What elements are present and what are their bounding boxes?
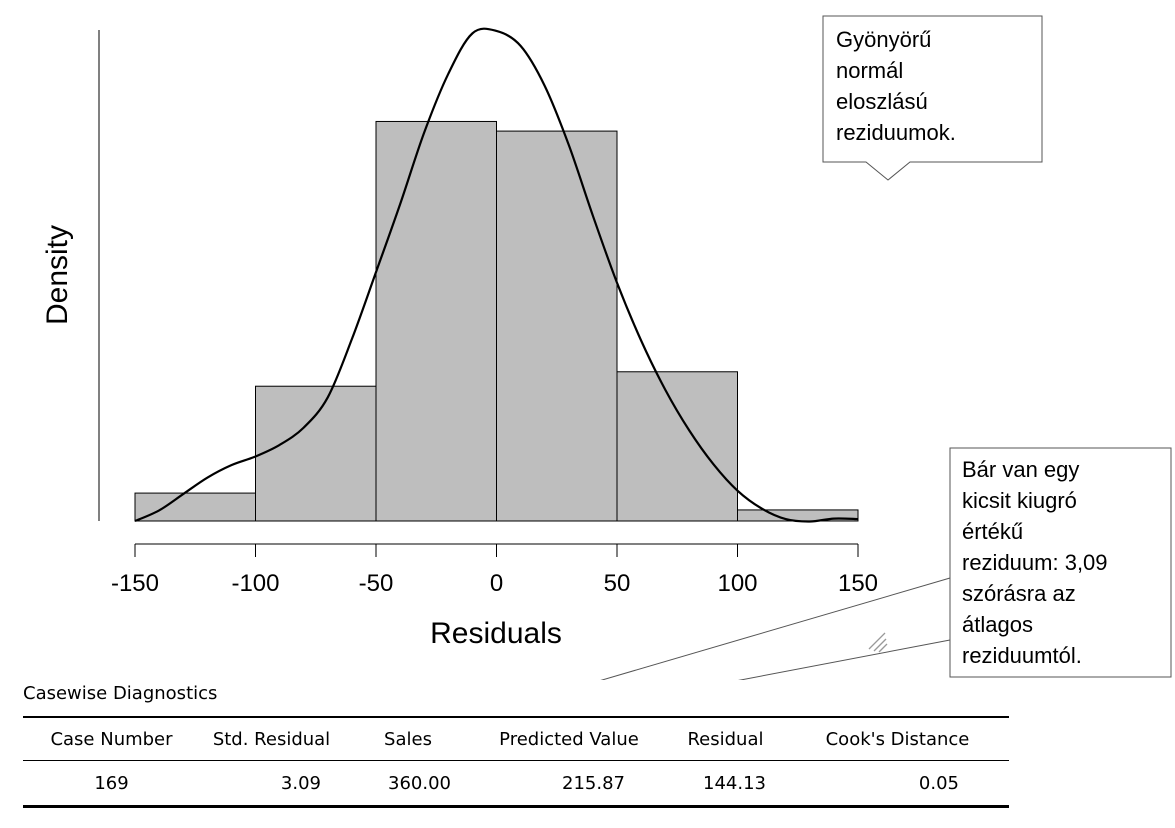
- histogram-bar: [375, 120, 497, 522]
- x-tick-label: -100: [231, 570, 279, 597]
- callout-pointer: [600, 577, 951, 680]
- callout-line: normál: [836, 58, 903, 83]
- x-axis-ticks: -150 -100 -50 0 50 100 150: [111, 544, 878, 597]
- column-header: Predicted Value: [499, 728, 639, 750]
- callout-line: szórásra az: [962, 581, 1076, 606]
- callout-line: Bár van egy: [962, 457, 1079, 482]
- callout-box: [822, 15, 1043, 181]
- table-cell: 215.87: [562, 772, 625, 794]
- table-cell: 0.05: [918, 772, 959, 794]
- table-row: 169 3.09 360.00 215.87 144.13 0.05: [23, 761, 1009, 807]
- x-tick-label: 50: [604, 570, 631, 597]
- callout-line: reziduumok.: [836, 120, 956, 145]
- column-header: Residual: [687, 728, 764, 750]
- histogram-bars: [134, 120, 859, 522]
- x-tick-label: -50: [359, 570, 394, 597]
- callout-line: kicsit kiugró: [962, 488, 1077, 513]
- histogram-bar: [255, 385, 377, 522]
- callout-line: reziduum: 3,09: [962, 550, 1108, 575]
- column-header: Std. Residual: [212, 728, 331, 750]
- x-tick-label: 100: [717, 570, 757, 597]
- callout-line: eloszlású: [836, 89, 928, 114]
- resize-grip-icon[interactable]: [868, 632, 888, 653]
- callout-line: reziduumtól.: [962, 643, 1082, 668]
- callout-outlier-residual: Bár van egy kicsit kiugró értékű reziduu…: [600, 447, 1172, 680]
- x-tick-label: -150: [111, 570, 159, 597]
- callout-line: értékű: [962, 519, 1023, 544]
- x-tick-label: 150: [838, 570, 878, 597]
- x-axis-title: Residuals: [430, 617, 562, 650]
- residuals-histogram: -150 -100 -50 0 50 100 150 Residuals Density G…: [41, 15, 1172, 680]
- table-cell: 360.00: [388, 772, 451, 794]
- callout-pointer: [738, 639, 951, 680]
- column-header: Cook's Distance: [825, 728, 970, 750]
- column-header: Sales: [384, 728, 432, 750]
- table-cell: 3.09: [280, 772, 321, 794]
- histogram-bar: [134, 492, 256, 522]
- casewise-diagnostics-table: Case Number Std. Residual Sales Predicte…: [23, 716, 1009, 808]
- table-cell: 169: [94, 772, 129, 794]
- table-cell: 144.13: [703, 772, 766, 794]
- column-header: Case Number: [50, 728, 173, 750]
- callout-box: [949, 447, 1172, 678]
- histogram-bar: [616, 371, 738, 522]
- density-curve: [134, 27, 859, 523]
- callout-normal-residuals: Gyönyörű normál eloszlású reziduumok.: [822, 15, 1043, 181]
- x-tick-label: 0: [490, 570, 503, 597]
- histogram-bar: [496, 130, 618, 522]
- callout-line: Gyönyörű: [836, 27, 931, 52]
- table-title: Casewise Diagnostics: [23, 683, 218, 704]
- y-axis-title: Density: [41, 225, 74, 325]
- callout-line: átlagos: [962, 612, 1033, 637]
- table-header-row: Case Number Std. Residual Sales Predicte…: [23, 717, 1009, 761]
